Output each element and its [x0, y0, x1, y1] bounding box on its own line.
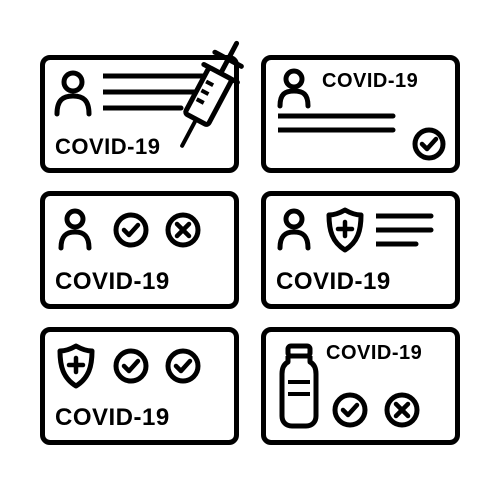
covid-label: COVID-19 — [276, 268, 391, 296]
person-icon — [51, 66, 111, 121]
x-circle-icon — [382, 390, 422, 430]
x-circle-icon — [163, 210, 203, 250]
check-circle-icon — [411, 126, 447, 162]
shield-cross-icon — [55, 342, 97, 390]
card-vial-status: COVID-19 — [261, 327, 460, 445]
lines-icon — [278, 110, 398, 140]
card-test-result: COVID-19 — [40, 191, 239, 309]
syringe-icon — [162, 34, 252, 164]
shield-cross-icon — [324, 206, 366, 254]
person-icon — [55, 206, 101, 254]
covid-label: COVID-19 — [322, 70, 418, 93]
icon-grid: COVID-19 COVID-19 COV — [40, 55, 460, 445]
card-vaccine-syringe: COVID-19 — [40, 55, 239, 173]
covid-label: COVID-19 — [326, 342, 422, 365]
lines-icon — [376, 210, 438, 254]
covid-label: COVID-19 — [55, 134, 160, 160]
vial-icon — [274, 342, 324, 432]
person-icon — [274, 66, 320, 112]
check-circle-icon — [111, 346, 151, 386]
covid-label: COVID-19 — [55, 268, 170, 296]
card-double-verified: COVID-19 — [40, 327, 239, 445]
person-icon — [274, 206, 320, 254]
card-verified: COVID-19 — [261, 55, 460, 173]
check-circle-icon — [330, 390, 370, 430]
check-circle-icon — [163, 346, 203, 386]
covid-label: COVID-19 — [55, 404, 170, 432]
check-circle-icon — [111, 210, 151, 250]
card-protection: COVID-19 — [261, 191, 460, 309]
